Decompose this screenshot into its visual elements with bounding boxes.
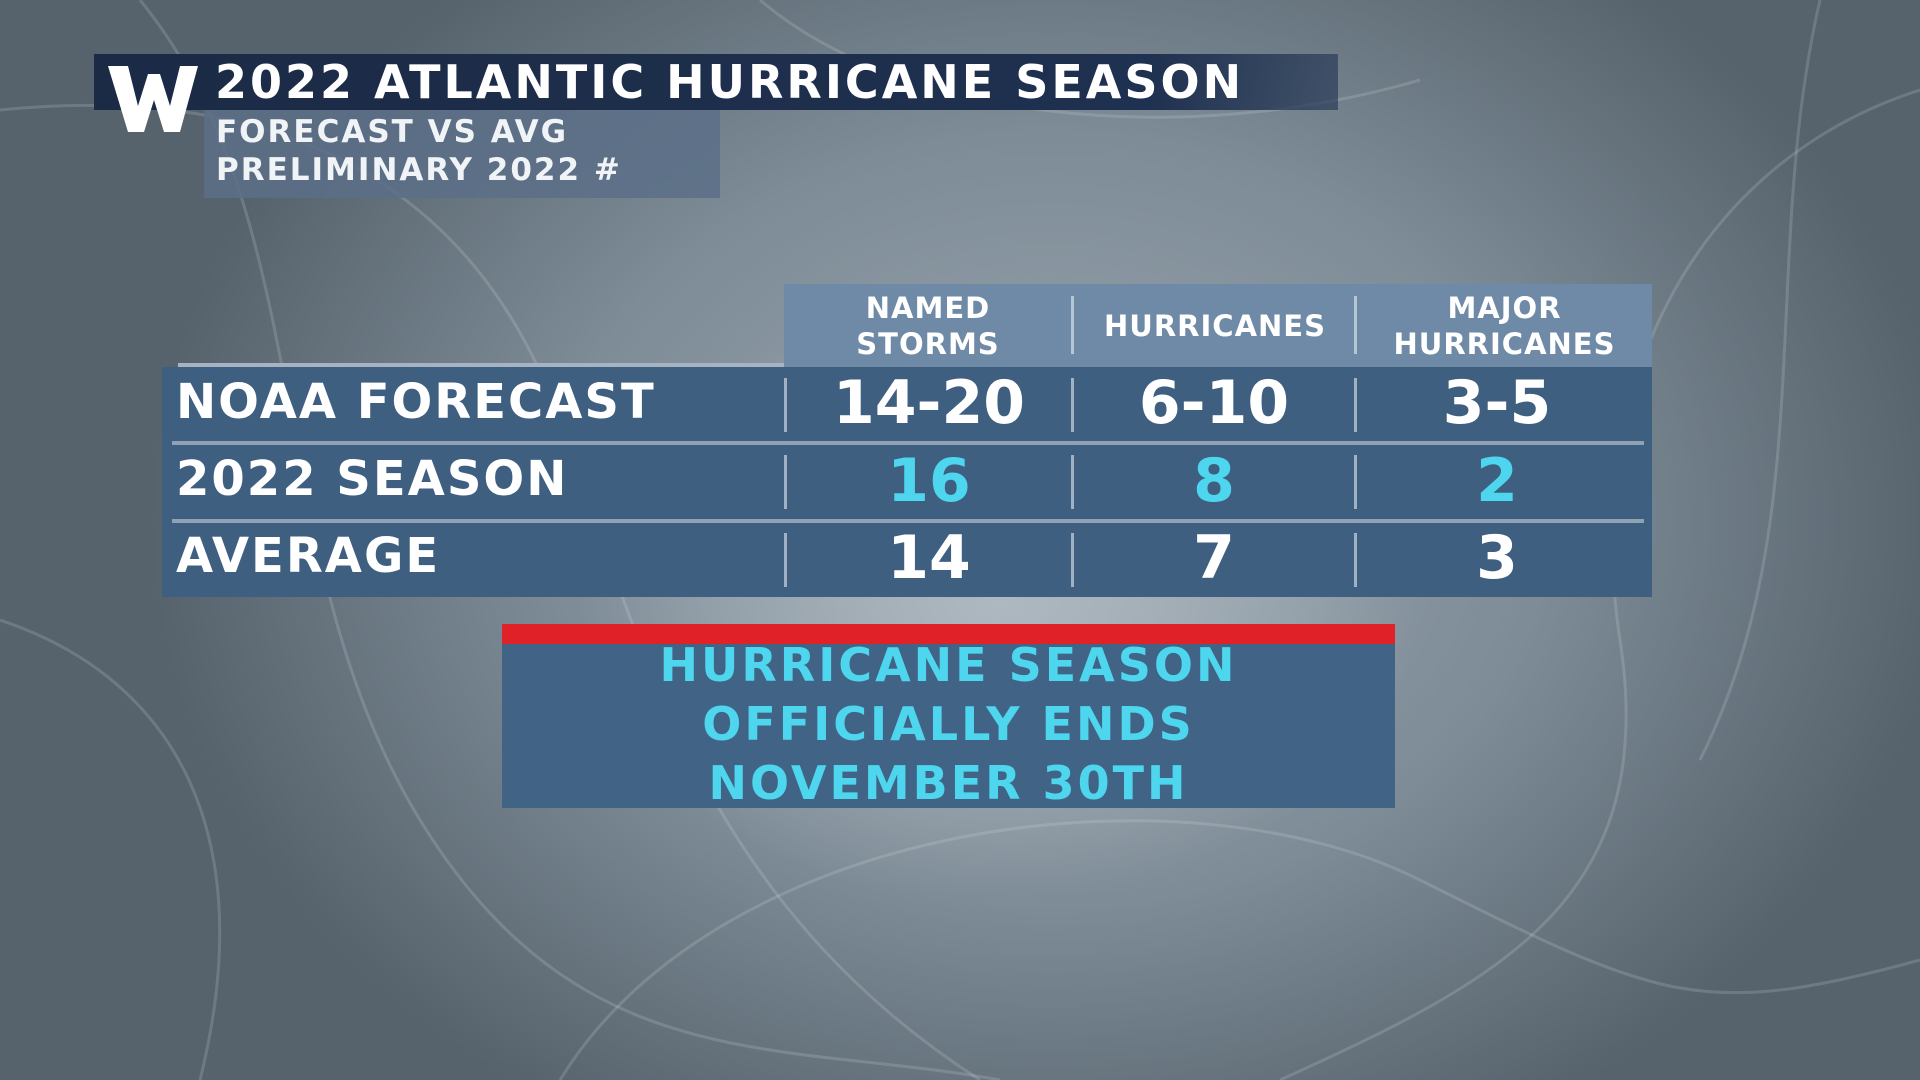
value-major-hurricanes: 2 [1476,446,1518,516]
table-top-rule [178,363,784,367]
value-named-storms: 14-20 [833,368,1025,438]
row-separator [172,441,1644,445]
column-header-named-storms: NAMED STORMS [784,284,1072,368]
row-label-average: AVERAGE [176,528,441,584]
season-end-accent-bar [502,624,1395,644]
value-hurricanes: 6-10 [1138,368,1290,438]
row-separator [172,519,1644,523]
value-hurricanes: 8 [1193,446,1235,516]
stats-table [162,367,1652,597]
column-header-hurricanes: HURRICANES [1074,284,1356,368]
column-divider [1071,296,1074,354]
column-header-line: HURRICANES [1104,309,1326,343]
column-header-line: STORMS [856,327,1000,361]
header-bar [94,54,1338,110]
season-end-line: OFFICIALLY ENDS [702,697,1195,751]
cell-divider [1071,378,1074,432]
column-header-major-hurricanes: MAJOR HURRICANES [1357,284,1652,368]
column-header-line: HURRICANES [1393,327,1616,361]
value-named-storms: 14 [887,523,971,593]
cell-divider [784,455,787,509]
cell-divider [1354,378,1357,432]
cell-divider [784,378,787,432]
cell-divider [1071,533,1074,587]
row-label-2022-season: 2022 SEASON [176,451,569,507]
column-divider [1354,296,1357,354]
row-label-noaa-forecast: NOAA FORECAST [176,374,656,430]
column-header-bar [784,284,1652,368]
season-end-line: NOVEMBER 30TH [708,756,1189,810]
value-named-storms: 16 [887,446,971,516]
value-major-hurricanes: 3 [1476,523,1518,593]
subtitle-line: FORECAST VS AVG [216,114,569,150]
column-header-line: MAJOR [1447,291,1562,325]
subtitle-box [204,110,720,198]
value-hurricanes: 7 [1193,523,1235,593]
cell-divider [1354,533,1357,587]
subtitle-line: PRELIMINARY 2022 # [216,152,622,188]
season-end-line: HURRICANE SEASON [659,638,1238,692]
season-end-box [502,644,1395,808]
cell-divider [784,533,787,587]
weather-channel-w-logo [108,66,198,132]
column-header-line: NAMED [865,291,991,325]
value-major-hurricanes: 3-5 [1442,368,1552,438]
page-title: 2022 ATLANTIC HURRICANE SEASON [215,55,1245,109]
cell-divider [1354,455,1357,509]
cell-divider [1071,455,1074,509]
